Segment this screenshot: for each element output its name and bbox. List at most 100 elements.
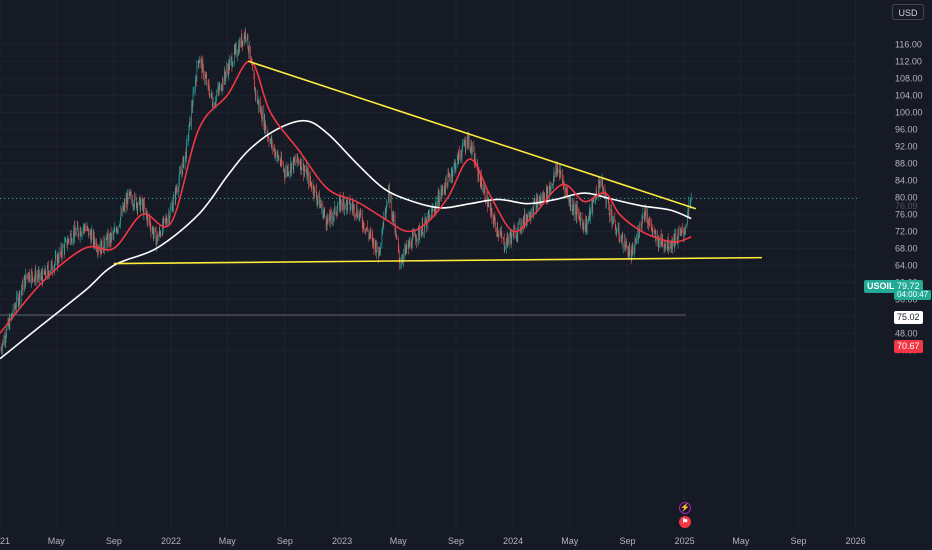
candle-body: [548, 186, 550, 200]
candle-body: [153, 228, 155, 234]
candle-body: [641, 225, 642, 227]
candle-body: [615, 227, 616, 234]
lightning-icon[interactable]: ⚡: [679, 502, 691, 514]
candle-body: [428, 214, 429, 217]
time-tick-label: Sep: [277, 536, 293, 546]
candle-body: [658, 236, 659, 246]
candle-body: [352, 204, 353, 208]
candle-body: [81, 229, 83, 235]
candle-body: [380, 246, 381, 249]
candle-body: [261, 118, 263, 122]
candle-body: [415, 236, 416, 242]
candle-body: [444, 189, 445, 191]
candle-body: [125, 198, 127, 209]
candle-body: [293, 161, 294, 170]
candle-body: [116, 229, 117, 233]
candle-body: [437, 200, 438, 208]
candle-body: [231, 57, 232, 59]
candle-body: [395, 229, 397, 234]
candle-body: [306, 168, 307, 172]
candle-body: [461, 156, 462, 158]
candle-body: [495, 221, 496, 228]
candle-body: [408, 241, 410, 249]
candle-body: [689, 202, 691, 203]
candle-body: [5, 338, 6, 342]
candle-body: [439, 196, 440, 204]
candle-body: [34, 270, 36, 277]
candle-body: [15, 307, 16, 309]
candle-body: [481, 182, 482, 189]
candle-body: [532, 210, 534, 215]
currency-button[interactable]: USD: [892, 4, 924, 20]
candle-body: [629, 248, 631, 251]
candle-body: [54, 265, 55, 271]
candle-body: [84, 227, 86, 231]
candle-body: [255, 88, 256, 96]
candle-body: [320, 204, 321, 206]
candle-body: [157, 235, 158, 241]
candle-body: [43, 270, 45, 274]
candle-body: [624, 240, 625, 247]
candle-body: [183, 157, 184, 168]
candle-body: [216, 94, 217, 97]
candle-body: [201, 61, 203, 73]
candle-body: [261, 109, 262, 119]
candle-body: [114, 231, 115, 233]
candle-body: [362, 221, 364, 228]
candle-body: [461, 150, 463, 158]
candle-body: [70, 233, 72, 243]
candle-body: [254, 79, 255, 90]
candle-body: [473, 147, 475, 152]
candle-body: [527, 212, 529, 219]
candle-body: [670, 246, 671, 248]
candle-body: [634, 242, 636, 248]
candle-body: [317, 199, 318, 200]
candle-body: [688, 208, 689, 211]
candle-body: [333, 215, 334, 218]
candle-body: [478, 172, 479, 177]
candle-body: [409, 241, 410, 246]
candle-body: [98, 249, 99, 251]
candle-body: [1, 349, 2, 351]
candle-body: [258, 103, 260, 108]
candle-body: [55, 256, 56, 263]
candle-body: [313, 185, 314, 194]
candle-body: [244, 31, 246, 38]
candle-body: [353, 206, 354, 210]
candle-body: [345, 204, 347, 209]
candle-body: [618, 227, 620, 238]
candle-body: [304, 169, 305, 171]
candle-body: [359, 213, 360, 218]
chart-grid: [0, 0, 860, 530]
candle-body: [168, 214, 169, 220]
price-tick-label: 112.00: [895, 56, 922, 66]
candle-body: [209, 92, 210, 97]
moving-average-lines: [0, 60, 692, 360]
candle-body: [552, 184, 553, 186]
candle-body: [221, 87, 223, 90]
candle-body: [14, 307, 16, 308]
candle-body: [60, 252, 61, 253]
candle-body: [559, 174, 561, 178]
candle-body: [214, 103, 215, 106]
candle-body: [87, 226, 88, 229]
candle-body: [196, 65, 198, 82]
candle-body: [472, 147, 473, 152]
candle-body: [327, 215, 329, 222]
candle-body: [301, 168, 303, 170]
candle-body: [54, 262, 56, 266]
candle-body: [339, 198, 341, 210]
candle-body: [458, 152, 460, 157]
us-flag-icon[interactable]: ⚑: [679, 516, 691, 528]
candle-body: [277, 152, 278, 157]
candle-body: [533, 210, 534, 214]
time-tick-label: Sep: [619, 536, 635, 546]
candle-body: [558, 170, 560, 172]
candle-body: [16, 296, 17, 308]
candle-body: [139, 197, 140, 199]
candle-body: [193, 92, 194, 94]
candle-body: [319, 204, 321, 209]
candle-body: [176, 189, 178, 192]
candle-body: [179, 172, 180, 181]
